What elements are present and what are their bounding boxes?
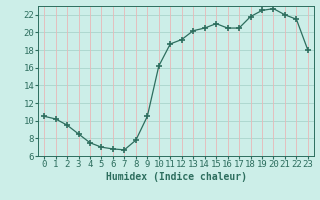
X-axis label: Humidex (Indice chaleur): Humidex (Indice chaleur) <box>106 172 246 182</box>
